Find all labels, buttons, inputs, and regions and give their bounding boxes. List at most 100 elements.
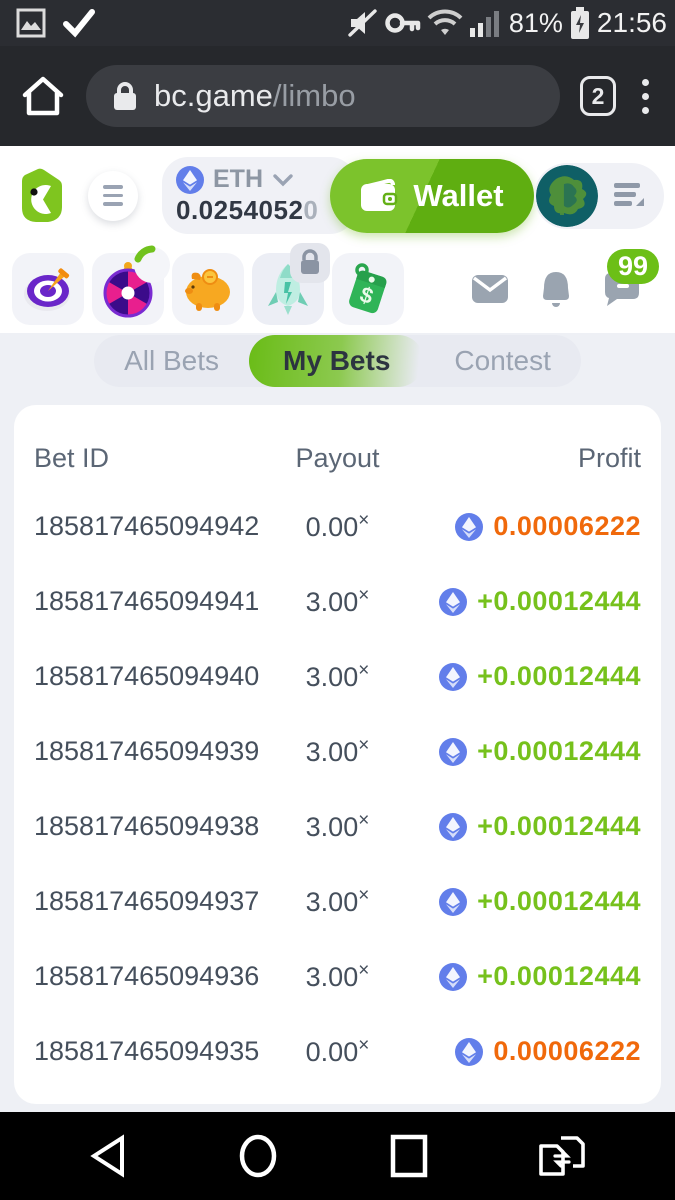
- table-row[interactable]: 185817465094938 3.00× +0.00012444: [34, 789, 641, 864]
- rocket-shortcut-locked[interactable]: [252, 243, 330, 325]
- profit-cell: +0.00012444: [416, 586, 641, 617]
- envelope-icon: [472, 275, 508, 303]
- browser-menu-button[interactable]: [636, 75, 655, 118]
- payout-multiplier-suffix: ×: [358, 885, 370, 906]
- tab-my-bets[interactable]: My Bets: [249, 335, 425, 387]
- page-content: Bet ID Payout Profit 185817465094942 0.0…: [0, 391, 675, 1104]
- lock-badge-icon: [290, 243, 330, 283]
- payout-multiplier-suffix: ×: [358, 960, 370, 981]
- browser-toolbar: bc.game/limbo 2: [0, 46, 675, 146]
- payout-cell: 3.00×: [259, 810, 416, 843]
- table-row[interactable]: 185817465094936 3.00× +0.00012444: [34, 939, 641, 1014]
- wallet-button[interactable]: Wallet: [330, 158, 534, 233]
- payout-cell: 0.00×: [259, 510, 416, 543]
- dart-target-icon: [24, 268, 70, 311]
- android-home-button[interactable]: [236, 1132, 280, 1180]
- chat-button[interactable]: 99: [603, 249, 659, 307]
- url-bar[interactable]: bc.game/limbo: [86, 65, 560, 127]
- android-nav-bar: [0, 1112, 675, 1200]
- notifications-button[interactable]: [539, 270, 573, 308]
- payout-cell: 3.00×: [259, 885, 416, 918]
- piggy-bank-shortcut[interactable]: [172, 253, 244, 325]
- payout-value: 0.00: [305, 1037, 359, 1067]
- screenshot-notification-icon: [16, 8, 46, 38]
- eth-coin-icon: [176, 165, 204, 194]
- lock-icon: [112, 81, 138, 111]
- tab-switcher-button[interactable]: 2: [580, 76, 616, 116]
- payout-value: 3.00: [305, 887, 359, 917]
- payout-cell: 3.00×: [259, 735, 416, 768]
- payout-cell: 0.00×: [259, 1035, 416, 1068]
- bcgame-logo[interactable]: [14, 167, 66, 225]
- sidebar-menu-button[interactable]: [88, 170, 138, 221]
- column-header-bet-id: Bet ID: [34, 442, 110, 473]
- wallet-balance-trailing: 0: [303, 195, 319, 225]
- bets-table-body: 185817465094942 0.00× 0.00006222 1858174…: [34, 489, 641, 1089]
- wallet-balance: 0.0254052: [176, 195, 304, 225]
- android-back-button[interactable]: [88, 1134, 128, 1178]
- site-header: ETH 0.02540520 Wallet: [0, 146, 675, 245]
- bet-id: 185817465094935: [34, 1036, 260, 1066]
- bet-id: 185817465094942: [34, 511, 260, 541]
- bet-id: 185817465094941: [34, 586, 260, 616]
- wifi-icon: [427, 9, 463, 37]
- profit-value: +0.00012444: [477, 886, 641, 916]
- profit-value: 0.00006222: [493, 511, 641, 541]
- battery-charging-icon: [569, 6, 591, 40]
- tab-all-bets[interactable]: All Bets: [124, 345, 220, 376]
- inbox-button[interactable]: [471, 274, 509, 304]
- profit-cell: 0.00006222: [416, 1036, 641, 1067]
- url-path: /limbo: [272, 78, 356, 113]
- spin-wheel-icon: [103, 262, 153, 318]
- profit-value: +0.00012444: [477, 661, 641, 691]
- android-recents-button[interactable]: [389, 1133, 429, 1179]
- payout-multiplier-suffix: ×: [358, 660, 370, 681]
- bet-id: 185817465094937: [34, 886, 260, 916]
- bet-id: 185817465094939: [34, 736, 260, 766]
- checkmark-notification-icon: [62, 8, 96, 38]
- profit-value: +0.00012444: [477, 586, 641, 616]
- table-row[interactable]: 185817465094937 3.00× +0.00012444: [34, 864, 641, 939]
- bet-list-icon[interactable]: [612, 181, 646, 211]
- payout-multiplier-suffix: ×: [358, 810, 370, 831]
- clock-time: 21:56: [596, 7, 667, 38]
- profit-cell: +0.00012444: [416, 811, 641, 842]
- column-header-payout: Payout: [295, 442, 380, 473]
- eth-coin-icon: [439, 962, 468, 991]
- url-domain: bc.game: [154, 78, 273, 113]
- spin-progress-badge: [132, 245, 172, 285]
- wallet-button-label: Wallet: [413, 177, 504, 213]
- eth-coin-icon: [439, 812, 468, 841]
- table-row[interactable]: 185817465094939 3.00× +0.00012444: [34, 714, 641, 789]
- payout-cell: 3.00×: [259, 660, 416, 693]
- eth-coin-icon: [439, 662, 468, 691]
- bet-id: 185817465094940: [34, 661, 260, 691]
- browser-home-button[interactable]: [20, 73, 66, 119]
- sim-switch-button[interactable]: [537, 1134, 587, 1178]
- tab-contest[interactable]: Contest: [454, 345, 551, 376]
- quests-shortcut[interactable]: [12, 253, 84, 325]
- status-bar: 81% 21:56: [0, 0, 675, 46]
- profit-value: +0.00012444: [477, 736, 641, 766]
- avatar[interactable]: [535, 164, 598, 227]
- wallet-icon: [361, 178, 398, 211]
- currency-selector[interactable]: ETH 0.02540520: [162, 157, 357, 234]
- redeem-code-shortcut[interactable]: $: [332, 253, 404, 325]
- profit-cell: 0.00006222: [416, 511, 641, 542]
- profit-cell: +0.00012444: [416, 886, 641, 917]
- table-row[interactable]: 185817465094941 3.00× +0.00012444: [34, 564, 641, 639]
- eth-coin-icon: [439, 887, 468, 916]
- payout-value: 3.00: [305, 737, 359, 767]
- currency-code: ETH: [213, 165, 263, 193]
- bets-tabs: All Bets My Bets Contest: [94, 335, 581, 387]
- payout-cell: 3.00×: [259, 960, 416, 993]
- chevron-down-icon: [273, 173, 293, 186]
- spin-wheel-shortcut[interactable]: [92, 245, 170, 325]
- table-row[interactable]: 185817465094940 3.00× +0.00012444: [34, 639, 641, 714]
- profit-cell: +0.00012444: [416, 736, 641, 767]
- payout-multiplier-suffix: ×: [358, 585, 370, 606]
- table-header: Bet ID Payout Profit: [34, 427, 641, 489]
- table-row[interactable]: 185817465094935 0.00× 0.00006222: [34, 1014, 641, 1089]
- profile-area[interactable]: [533, 162, 664, 229]
- table-row[interactable]: 185817465094942 0.00× 0.00006222: [34, 489, 641, 564]
